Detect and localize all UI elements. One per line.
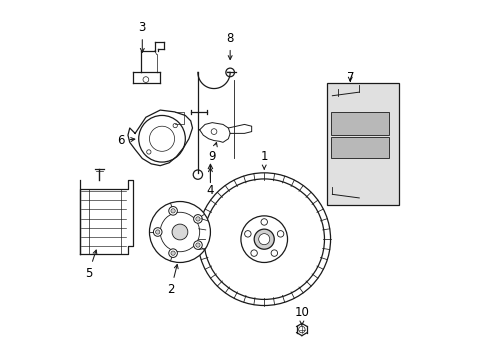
Text: 9: 9 [208, 143, 217, 163]
Circle shape [155, 230, 160, 234]
Bar [326, 83, 398, 205]
Circle shape [277, 231, 283, 237]
Circle shape [244, 231, 250, 237]
Text: 1: 1 [260, 150, 267, 169]
Circle shape [195, 217, 200, 221]
Circle shape [195, 243, 200, 247]
Circle shape [258, 234, 269, 245]
Circle shape [149, 202, 210, 262]
Circle shape [270, 250, 277, 256]
Circle shape [193, 241, 202, 249]
Text: 8: 8 [226, 32, 233, 59]
Circle shape [172, 224, 187, 240]
Text: 6: 6 [117, 134, 135, 147]
Circle shape [168, 207, 177, 215]
Text: 7: 7 [346, 71, 353, 84]
Text: 4: 4 [206, 168, 214, 197]
Text: 10: 10 [294, 306, 309, 325]
Circle shape [250, 250, 257, 256]
Circle shape [171, 209, 175, 213]
Text: 5: 5 [84, 250, 97, 280]
Circle shape [203, 179, 324, 300]
Circle shape [168, 249, 177, 257]
Circle shape [193, 215, 202, 223]
Circle shape [153, 228, 162, 236]
Circle shape [254, 229, 274, 249]
Circle shape [261, 219, 267, 225]
Text: 3: 3 [138, 21, 146, 52]
Text: 2: 2 [167, 265, 178, 296]
FancyBboxPatch shape [330, 112, 388, 135]
FancyBboxPatch shape [330, 137, 388, 158]
Circle shape [171, 251, 175, 255]
Circle shape [139, 116, 185, 162]
